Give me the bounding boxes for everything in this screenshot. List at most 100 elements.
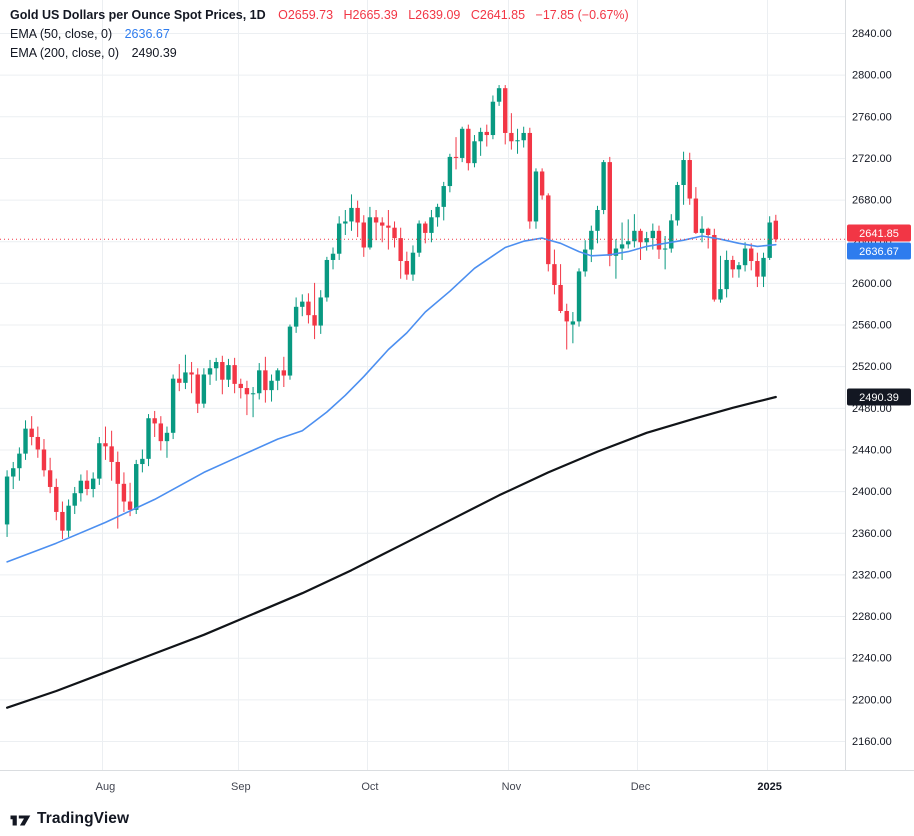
candle[interactable] <box>459 126 465 163</box>
candle[interactable] <box>103 426 108 460</box>
candle[interactable] <box>11 461 16 490</box>
candle[interactable] <box>453 137 459 170</box>
candle[interactable] <box>306 293 311 324</box>
candle[interactable] <box>595 205 600 244</box>
candle[interactable] <box>23 420 28 460</box>
time-axis[interactable]: Aug Sep Oct Nov Dec 2025 <box>96 781 782 793</box>
candle[interactable] <box>626 219 631 249</box>
candle[interactable] <box>177 364 182 392</box>
candle[interactable] <box>152 410 157 437</box>
ema-50-line[interactable] <box>6 235 777 563</box>
candle[interactable] <box>324 256 330 302</box>
candle[interactable] <box>47 457 53 494</box>
candle[interactable] <box>97 436 102 485</box>
candle[interactable] <box>41 439 47 477</box>
candle[interactable] <box>189 362 194 394</box>
candle[interactable] <box>503 85 508 145</box>
candle[interactable] <box>490 95 496 140</box>
indicator-row-ema50[interactable]: EMA (50, close, 0) 2636.67 <box>10 25 636 44</box>
candle[interactable] <box>343 210 348 235</box>
candle[interactable] <box>632 214 637 248</box>
candle[interactable] <box>712 228 717 302</box>
candle[interactable] <box>404 251 410 280</box>
candle[interactable] <box>527 127 533 229</box>
candle[interactable] <box>183 354 188 390</box>
candle[interactable] <box>60 501 65 540</box>
candles[interactable] <box>4 85 779 540</box>
candle[interactable] <box>386 210 391 250</box>
candle[interactable] <box>244 380 250 416</box>
candle[interactable] <box>355 200 360 238</box>
candle[interactable] <box>730 255 735 278</box>
candle[interactable] <box>515 128 520 154</box>
candle[interactable] <box>263 356 268 403</box>
candle[interactable] <box>257 363 262 400</box>
candle[interactable] <box>220 355 225 395</box>
candle[interactable] <box>669 214 674 253</box>
candle[interactable] <box>662 236 668 270</box>
candle[interactable] <box>201 368 207 408</box>
symbol-row[interactable]: Gold US Dollars per Ounce Spot Prices, 1… <box>10 6 636 25</box>
candle[interactable] <box>447 153 453 193</box>
candle[interactable] <box>78 474 84 502</box>
candle[interactable] <box>66 499 71 537</box>
candle[interactable] <box>312 282 317 340</box>
candle[interactable] <box>749 243 754 271</box>
candle[interactable] <box>146 414 151 467</box>
candle[interactable] <box>29 416 34 446</box>
candle[interactable] <box>318 290 323 334</box>
candle[interactable] <box>232 357 237 394</box>
candle[interactable] <box>72 486 77 515</box>
candle[interactable] <box>207 359 213 385</box>
candle[interactable] <box>699 216 705 243</box>
candle[interactable] <box>17 447 22 481</box>
candle[interactable] <box>478 127 483 156</box>
candle[interactable] <box>521 126 526 148</box>
candle[interactable] <box>441 181 446 221</box>
candle[interactable] <box>361 215 366 257</box>
candle[interactable] <box>767 216 772 260</box>
candle[interactable] <box>367 206 373 250</box>
candle[interactable] <box>755 252 760 288</box>
ema-200-line[interactable] <box>5 395 777 709</box>
candle[interactable] <box>410 245 416 281</box>
candle[interactable] <box>687 152 692 205</box>
candle[interactable] <box>90 472 96 498</box>
indicator-row-ema200[interactable]: EMA (200, close, 0) 2490.39 <box>10 44 636 63</box>
candle[interactable] <box>140 449 145 473</box>
candle[interactable] <box>552 249 557 295</box>
candle[interactable] <box>35 426 41 458</box>
candle[interactable] <box>582 240 588 277</box>
candle[interactable] <box>435 203 440 227</box>
candle[interactable] <box>287 324 293 380</box>
candle[interactable] <box>250 387 256 418</box>
candle[interactable] <box>275 368 280 391</box>
candle[interactable] <box>533 168 539 229</box>
candle[interactable] <box>466 124 471 171</box>
candle[interactable] <box>213 357 219 381</box>
candle[interactable] <box>109 430 114 481</box>
candle[interactable] <box>564 303 569 350</box>
candle[interactable] <box>349 194 354 231</box>
candle[interactable] <box>484 124 489 147</box>
candle[interactable] <box>761 252 766 288</box>
candle[interactable] <box>423 221 428 244</box>
candle[interactable] <box>4 470 10 537</box>
candle[interactable] <box>607 156 612 267</box>
candle[interactable] <box>558 264 563 314</box>
candle[interactable] <box>718 255 723 303</box>
candle[interactable] <box>170 374 176 440</box>
candle[interactable] <box>293 297 299 333</box>
candle[interactable] <box>539 168 545 200</box>
candle[interactable] <box>705 227 711 249</box>
candle[interactable] <box>269 374 274 402</box>
candle[interactable] <box>675 181 680 226</box>
candle[interactable] <box>724 250 729 298</box>
candle[interactable] <box>429 210 434 243</box>
candle[interactable] <box>54 478 59 521</box>
candle[interactable] <box>570 312 576 344</box>
candle[interactable] <box>619 222 625 260</box>
candle[interactable] <box>681 151 686 205</box>
candle[interactable] <box>195 368 200 414</box>
